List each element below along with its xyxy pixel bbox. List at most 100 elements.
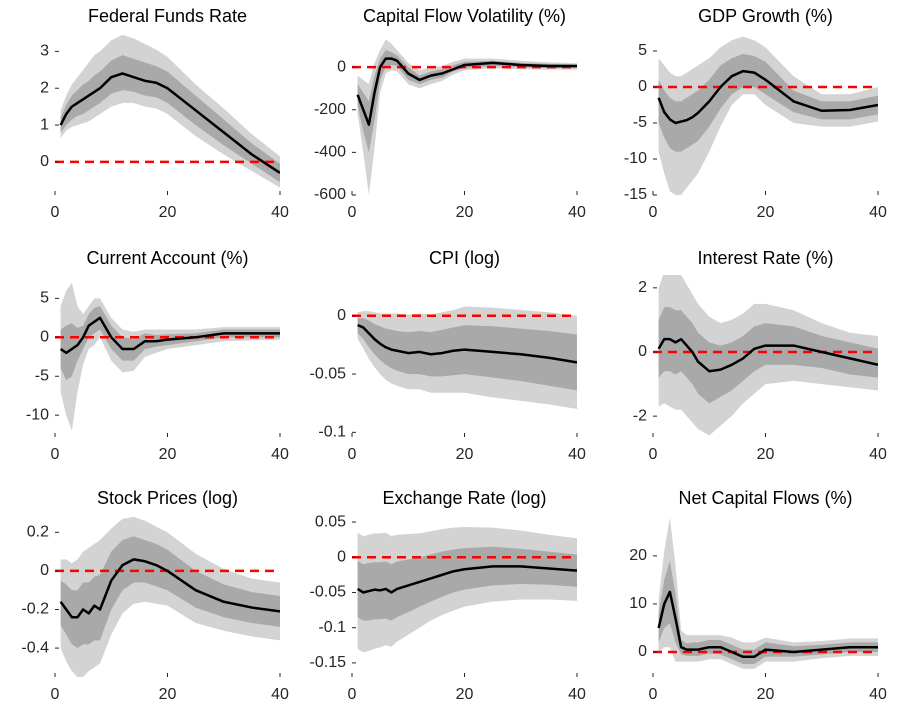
y-tick-label: 0: [40, 153, 49, 170]
confidence-band: [60, 306, 280, 381]
plot-area: [653, 36, 878, 195]
x-tick-label: 0: [51, 446, 60, 463]
y-tick-label: 5: [40, 290, 49, 307]
panel: -15 -10 -5 0 5 0 20 40 GDP Growth (%): [624, 6, 887, 221]
panel: -0.4 -0.2 0 0.2 0 20 40 Stock Prices (log): [21, 488, 289, 703]
y-tick-label: 0: [40, 562, 49, 579]
y-tick-label: 2: [638, 279, 647, 296]
plot-area: [55, 282, 280, 431]
median-line: [59, 558, 280, 619]
confidence-band: [658, 53, 878, 152]
confidence-band: [658, 517, 878, 669]
x-tick-label: 0: [649, 446, 658, 463]
x-tick-label: 40: [869, 446, 887, 463]
plot-area: [55, 34, 280, 188]
x-tick-label: 20: [456, 686, 474, 703]
y-tick-label: 0: [638, 78, 647, 95]
median-line: [657, 69, 878, 125]
x-tick-label: 40: [271, 686, 289, 703]
x-tick-label: 0: [348, 686, 357, 703]
x-tick-label: 40: [271, 204, 289, 221]
confidence-band: [357, 318, 577, 391]
y-tick-label: 20: [629, 547, 647, 564]
y-tick-label: 0: [638, 643, 647, 660]
x-tick-label: 0: [348, 446, 357, 463]
median-line: [59, 72, 280, 174]
panel-title: GDP Growth (%): [698, 6, 833, 26]
y-tick-label: -10: [624, 150, 647, 167]
median-line: [657, 590, 878, 659]
y-tick-label: -0.2: [21, 601, 49, 618]
median-line: [59, 316, 280, 355]
y-tick-label: 0.05: [315, 513, 346, 530]
y-tick-label: 1: [40, 116, 49, 133]
confidence-band: [658, 560, 878, 665]
confidence-band: [60, 34, 280, 188]
y-tick-label: 10: [629, 595, 647, 612]
panel-title: Federal Funds Rate: [88, 6, 247, 26]
panel-title: Current Account (%): [86, 248, 248, 268]
panel: -0.1 -0.05 0 0 20 40 CPI (log): [310, 248, 586, 463]
x-tick-label: 0: [649, 204, 658, 221]
y-tick-label: -0.15: [310, 654, 347, 671]
plot-area: [352, 526, 577, 653]
panel-title: Interest Rate (%): [697, 248, 833, 268]
y-tick-label: -2: [633, 407, 647, 424]
x-tick-label: 20: [456, 204, 474, 221]
x-tick-label: 0: [51, 204, 60, 221]
panel-title: Stock Prices (log): [97, 488, 238, 508]
panel-title: Capital Flow Volatility (%): [363, 6, 566, 26]
y-tick-label: 0: [337, 307, 346, 324]
confidence-band: [60, 55, 280, 183]
y-tick-label: -0.05: [310, 584, 347, 601]
x-tick-label: 20: [159, 204, 177, 221]
y-tick-label: -0.1: [318, 424, 346, 441]
x-tick-label: 0: [348, 204, 357, 221]
plot-area: [55, 516, 280, 677]
panel-title: Net Capital Flows (%): [678, 488, 852, 508]
panel-title: CPI (log): [429, 248, 500, 268]
x-tick-label: 20: [757, 686, 775, 703]
x-tick-label: 20: [159, 446, 177, 463]
median-line: [657, 337, 878, 373]
plot-area: [352, 39, 577, 195]
y-tick-label: 0: [337, 58, 346, 75]
median-line: [356, 565, 577, 594]
x-tick-label: 40: [568, 204, 586, 221]
x-tick-label: 40: [568, 686, 586, 703]
panel: -10 -5 0 5 0 20 40 Current Account (%): [26, 248, 289, 463]
x-tick-label: 0: [649, 686, 658, 703]
median-line: [357, 323, 577, 364]
confidence-band: [60, 282, 280, 431]
y-tick-label: -5: [633, 114, 647, 131]
panel: -0.15 -0.1 -0.05 0 0.05 0 20 40 Exchange Rate (l…: [310, 488, 586, 703]
panel: 0 1 2 3 0 20 40 Federal Funds Rate: [40, 6, 289, 221]
y-tick-label: 2: [40, 79, 49, 96]
plot-area: [653, 275, 878, 436]
x-tick-label: 40: [869, 686, 887, 703]
y-tick-label: -600: [314, 186, 346, 203]
y-tick-label: 5: [638, 42, 647, 59]
y-tick-label: 0: [40, 329, 49, 346]
y-tick-label: -400: [314, 144, 346, 161]
median-line: [356, 57, 577, 126]
x-tick-label: 20: [757, 446, 775, 463]
y-tick-label: 0: [638, 343, 647, 360]
x-tick-label: 20: [159, 686, 177, 703]
confidence-band: [357, 546, 577, 621]
confidence-band: [60, 536, 280, 649]
x-tick-label: 0: [51, 686, 60, 703]
y-tick-label: -15: [624, 186, 647, 203]
y-tick-label: 0.2: [27, 524, 49, 541]
x-tick-label: 20: [456, 446, 474, 463]
x-tick-label: 40: [271, 446, 289, 463]
plot-area: [653, 517, 878, 669]
y-tick-label: -5: [35, 367, 49, 384]
y-tick-label: -0.4: [21, 639, 49, 656]
panel: -600 -400 -200 0 0 20 40 Capital Flow Volatilit…: [314, 6, 586, 221]
y-tick-label: 0: [337, 548, 346, 565]
y-tick-label: -0.1: [318, 619, 346, 636]
y-tick-label: -10: [26, 406, 49, 423]
